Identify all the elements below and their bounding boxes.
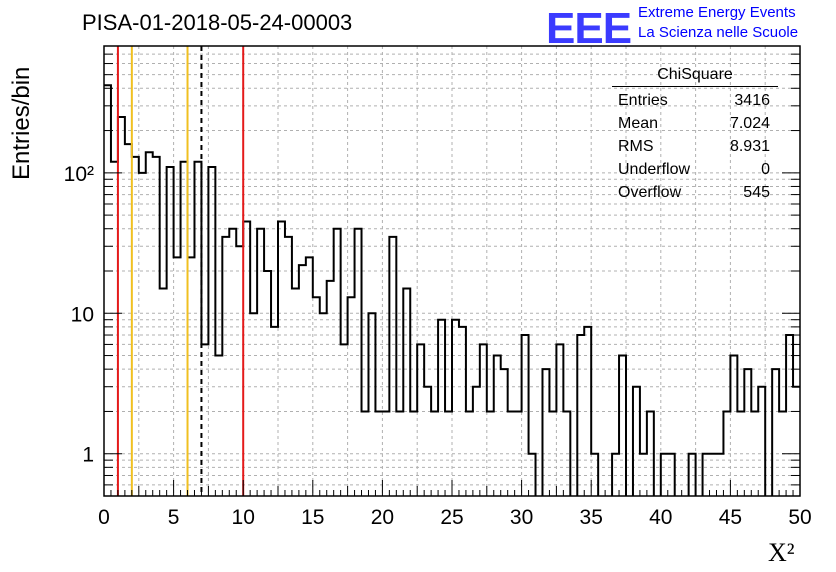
stats-value: 8.931: [729, 138, 770, 155]
y-tick-label: 1: [82, 444, 94, 467]
stats-value: 3416: [734, 92, 770, 109]
stats-value: 7.024: [729, 115, 770, 132]
stats-row-mean: Mean 7.024: [612, 112, 778, 135]
y-tick-label: 10²: [64, 163, 94, 186]
x-tick-label: 35: [580, 506, 603, 529]
stats-label: RMS: [618, 138, 654, 155]
x-axis-label: X²: [768, 538, 795, 567]
logo-line2: La Scienza nelle Scuole: [638, 24, 799, 41]
y-axis-label: Entries/bin: [8, 66, 35, 180]
stats-label: Overflow: [618, 184, 682, 201]
x-tick-label: 15: [301, 506, 324, 529]
stats-value: 545: [743, 184, 770, 201]
logo-line1: Extreme Energy Events: [638, 4, 796, 21]
x-tick-label: 40: [649, 506, 672, 529]
stats-row-underflow: Underflow 0: [612, 158, 778, 181]
x-tick-label: 30: [510, 506, 533, 529]
stats-label: Entries: [618, 92, 668, 109]
chart-title: PISA-01-2018-05-24-00003: [82, 10, 353, 35]
stats-title: ChiSquare: [612, 66, 778, 87]
x-tick-label: 5: [168, 506, 180, 529]
stats-row-entries: Entries 3416: [612, 89, 778, 112]
histogram-steps: [104, 84, 800, 496]
stats-row-rms: RMS 8.931: [612, 135, 778, 158]
x-tick-label: 20: [371, 506, 394, 529]
stats-value: 0: [761, 161, 770, 178]
eee-logo: EEE: [546, 4, 632, 53]
y-tick-label: 10: [71, 303, 94, 326]
x-tick-label: 45: [719, 506, 742, 529]
stats-box: ChiSquare Entries 3416 Mean 7.024 RMS 8.931…: [612, 66, 778, 204]
x-tick-label: 10: [232, 506, 255, 529]
stats-label: Mean: [618, 115, 659, 132]
stats-row-overflow: Overflow 545: [612, 181, 778, 204]
x-tick-label: 50: [788, 506, 811, 529]
x-tick-label: 0: [98, 506, 110, 529]
x-tick-label: 25: [440, 506, 463, 529]
stats-label: Underflow: [618, 161, 691, 178]
